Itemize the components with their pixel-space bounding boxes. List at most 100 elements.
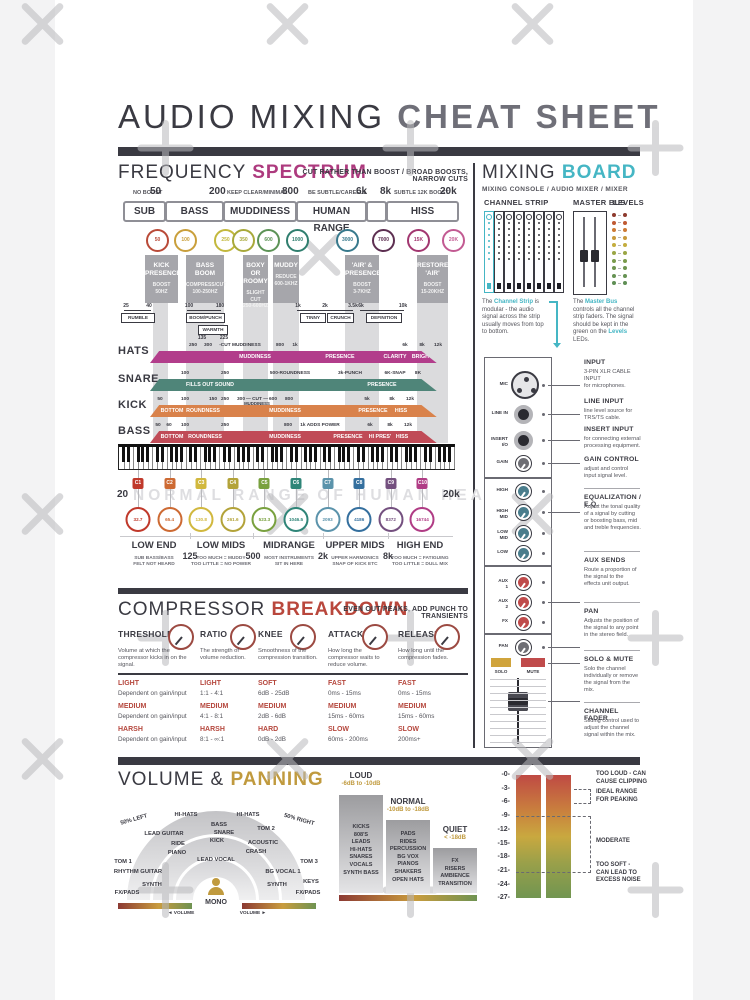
freq-tick-number: 25 xyxy=(123,303,129,309)
compressor-tip: EVEN OUT PEAKS, ADD PUNCH TO TRANSIENTS xyxy=(343,606,468,620)
eq-advice-tail xyxy=(153,300,168,443)
eq-advice-tail xyxy=(273,300,299,443)
freq-tick-number: 40 xyxy=(146,303,152,309)
volume-group-bar: KICKS 808'S LEADS HI-HATS SNARES VOCALS SYNTH … xyxy=(339,795,383,893)
band-tick: 6K-SNAP xyxy=(384,371,406,376)
strip-knob-icon xyxy=(515,504,532,521)
octave-marker: C10 xyxy=(416,478,428,489)
octave-stem xyxy=(169,489,171,507)
pan-position-label: FX/PADS xyxy=(114,890,140,896)
db-tick: -3- xyxy=(501,784,510,792)
pan-position-label: TOM 3 xyxy=(300,859,318,865)
octave-stem xyxy=(232,470,234,478)
led-dash xyxy=(618,267,621,269)
black-key xyxy=(160,447,164,462)
mixing-board-subtitle: MIXING CONSOLE / AUDIO MIXER / MIXER xyxy=(482,186,628,193)
annotation-connector-line xyxy=(548,385,580,386)
pan-position-label: RHYTHM GUITAR xyxy=(113,869,163,875)
band-segment-label: HISS xyxy=(395,434,409,440)
white-key xyxy=(330,447,336,469)
channel-strip-mini xyxy=(524,211,534,293)
compressor-param-name: THRESHOLD xyxy=(118,629,174,639)
band-tick: 8k xyxy=(419,343,425,348)
strip-knob-dot xyxy=(506,214,512,220)
fader-handle xyxy=(508,692,528,711)
compressor-param-description: The strength of volume reduction. xyxy=(200,648,246,661)
black-key xyxy=(423,447,427,462)
range-group-label: LOW MIDS xyxy=(196,540,246,551)
solo-button xyxy=(491,658,511,667)
freq-tick-line xyxy=(187,310,221,311)
hearing-right-limit: 20k xyxy=(443,489,460,500)
strip-fader xyxy=(487,283,491,289)
connector-dot xyxy=(542,646,545,649)
compressor-cell-label: HARSH xyxy=(200,726,225,733)
octave-frequency-circle: 2093 xyxy=(315,507,341,532)
compressor-cell-label: MEDIUM xyxy=(398,703,427,710)
hearing-left-limit: 20 xyxy=(117,489,129,500)
white-key xyxy=(248,447,254,469)
eq-advice-title: BOXY OR ROOMY xyxy=(243,262,268,285)
led-dash xyxy=(618,222,621,224)
compressor-cell-value: 2dB - 6dB xyxy=(258,713,287,720)
volume-item: SNARES xyxy=(349,854,373,861)
connector-dot xyxy=(542,462,545,465)
annotation-connector-line xyxy=(548,701,580,702)
octave-stem xyxy=(169,470,171,478)
compressor-param-name: RATIO xyxy=(200,629,228,639)
compressor-cell-value: 0ms - 15ms xyxy=(398,690,431,697)
strip-dot xyxy=(528,258,530,260)
octave-marker: C9 xyxy=(385,478,397,489)
freq-tick-number: 100 xyxy=(184,303,194,309)
white-key xyxy=(382,447,388,469)
led-dot xyxy=(612,228,616,233)
freq-tick-label: RUMBLE xyxy=(121,313,155,323)
led-row xyxy=(612,220,627,225)
band-segment-label: PRESENCE xyxy=(358,408,388,414)
strip-section-divider xyxy=(484,633,552,635)
black-key xyxy=(371,447,375,462)
strip-dot xyxy=(538,246,540,248)
freq-scale-tick: BE SUBTLE/CAREFUL xyxy=(308,190,367,196)
band-segment-label: ROUNDNESS xyxy=(188,434,222,440)
black-key xyxy=(194,447,198,462)
annotation-connector-line xyxy=(548,663,580,664)
band-segment-label: BRIGHT xyxy=(411,354,433,360)
black-key xyxy=(390,447,394,462)
led-dot xyxy=(623,228,627,233)
pan-position-label: HI-HATS xyxy=(174,812,198,818)
volume-item: TRANSITION xyxy=(438,880,472,887)
mute-label: MUTE xyxy=(526,669,540,674)
band-tick: 6k xyxy=(367,423,373,428)
band-tick: 100 xyxy=(180,371,190,376)
ideal-range-bracket xyxy=(574,789,591,804)
band-tick: 6k xyxy=(402,343,408,348)
freq-circle: 3000 xyxy=(336,229,359,252)
fader-tick xyxy=(490,714,546,715)
led-row xyxy=(612,281,627,286)
eq-advice-tail xyxy=(186,300,224,443)
annotation-connector-line xyxy=(548,463,580,464)
black-key xyxy=(438,447,442,462)
fader-tick xyxy=(490,735,546,736)
band-tick: 12k xyxy=(433,343,443,348)
fader-tick xyxy=(490,707,546,708)
range-group-description: TOO MUCH = FATIGUING TOO LITTLE = DULL M… xyxy=(391,556,449,567)
freq-tick-number: 3.5k xyxy=(348,303,358,309)
annotation-description: Route a proportion of the signal to the … xyxy=(584,567,637,587)
xlr-input-icon xyxy=(511,371,539,399)
freq-tick-label: TINNY xyxy=(300,313,326,323)
db-tick: -21- xyxy=(497,866,510,874)
white-key xyxy=(148,447,154,469)
octave-marker: C2 xyxy=(164,478,176,489)
octave-stem xyxy=(422,489,424,507)
strip-knob-icon xyxy=(515,639,532,656)
channel-strip-mini xyxy=(484,211,494,293)
freq-tick-number: 135 xyxy=(197,335,207,341)
band-tick: 300 xyxy=(236,397,246,402)
eq-advice-action: BOOST 3-7KHZ xyxy=(353,282,371,295)
black-key xyxy=(146,447,150,462)
black-key xyxy=(270,447,274,462)
strip-knob-dot xyxy=(496,214,502,220)
octave-stem xyxy=(296,489,297,507)
